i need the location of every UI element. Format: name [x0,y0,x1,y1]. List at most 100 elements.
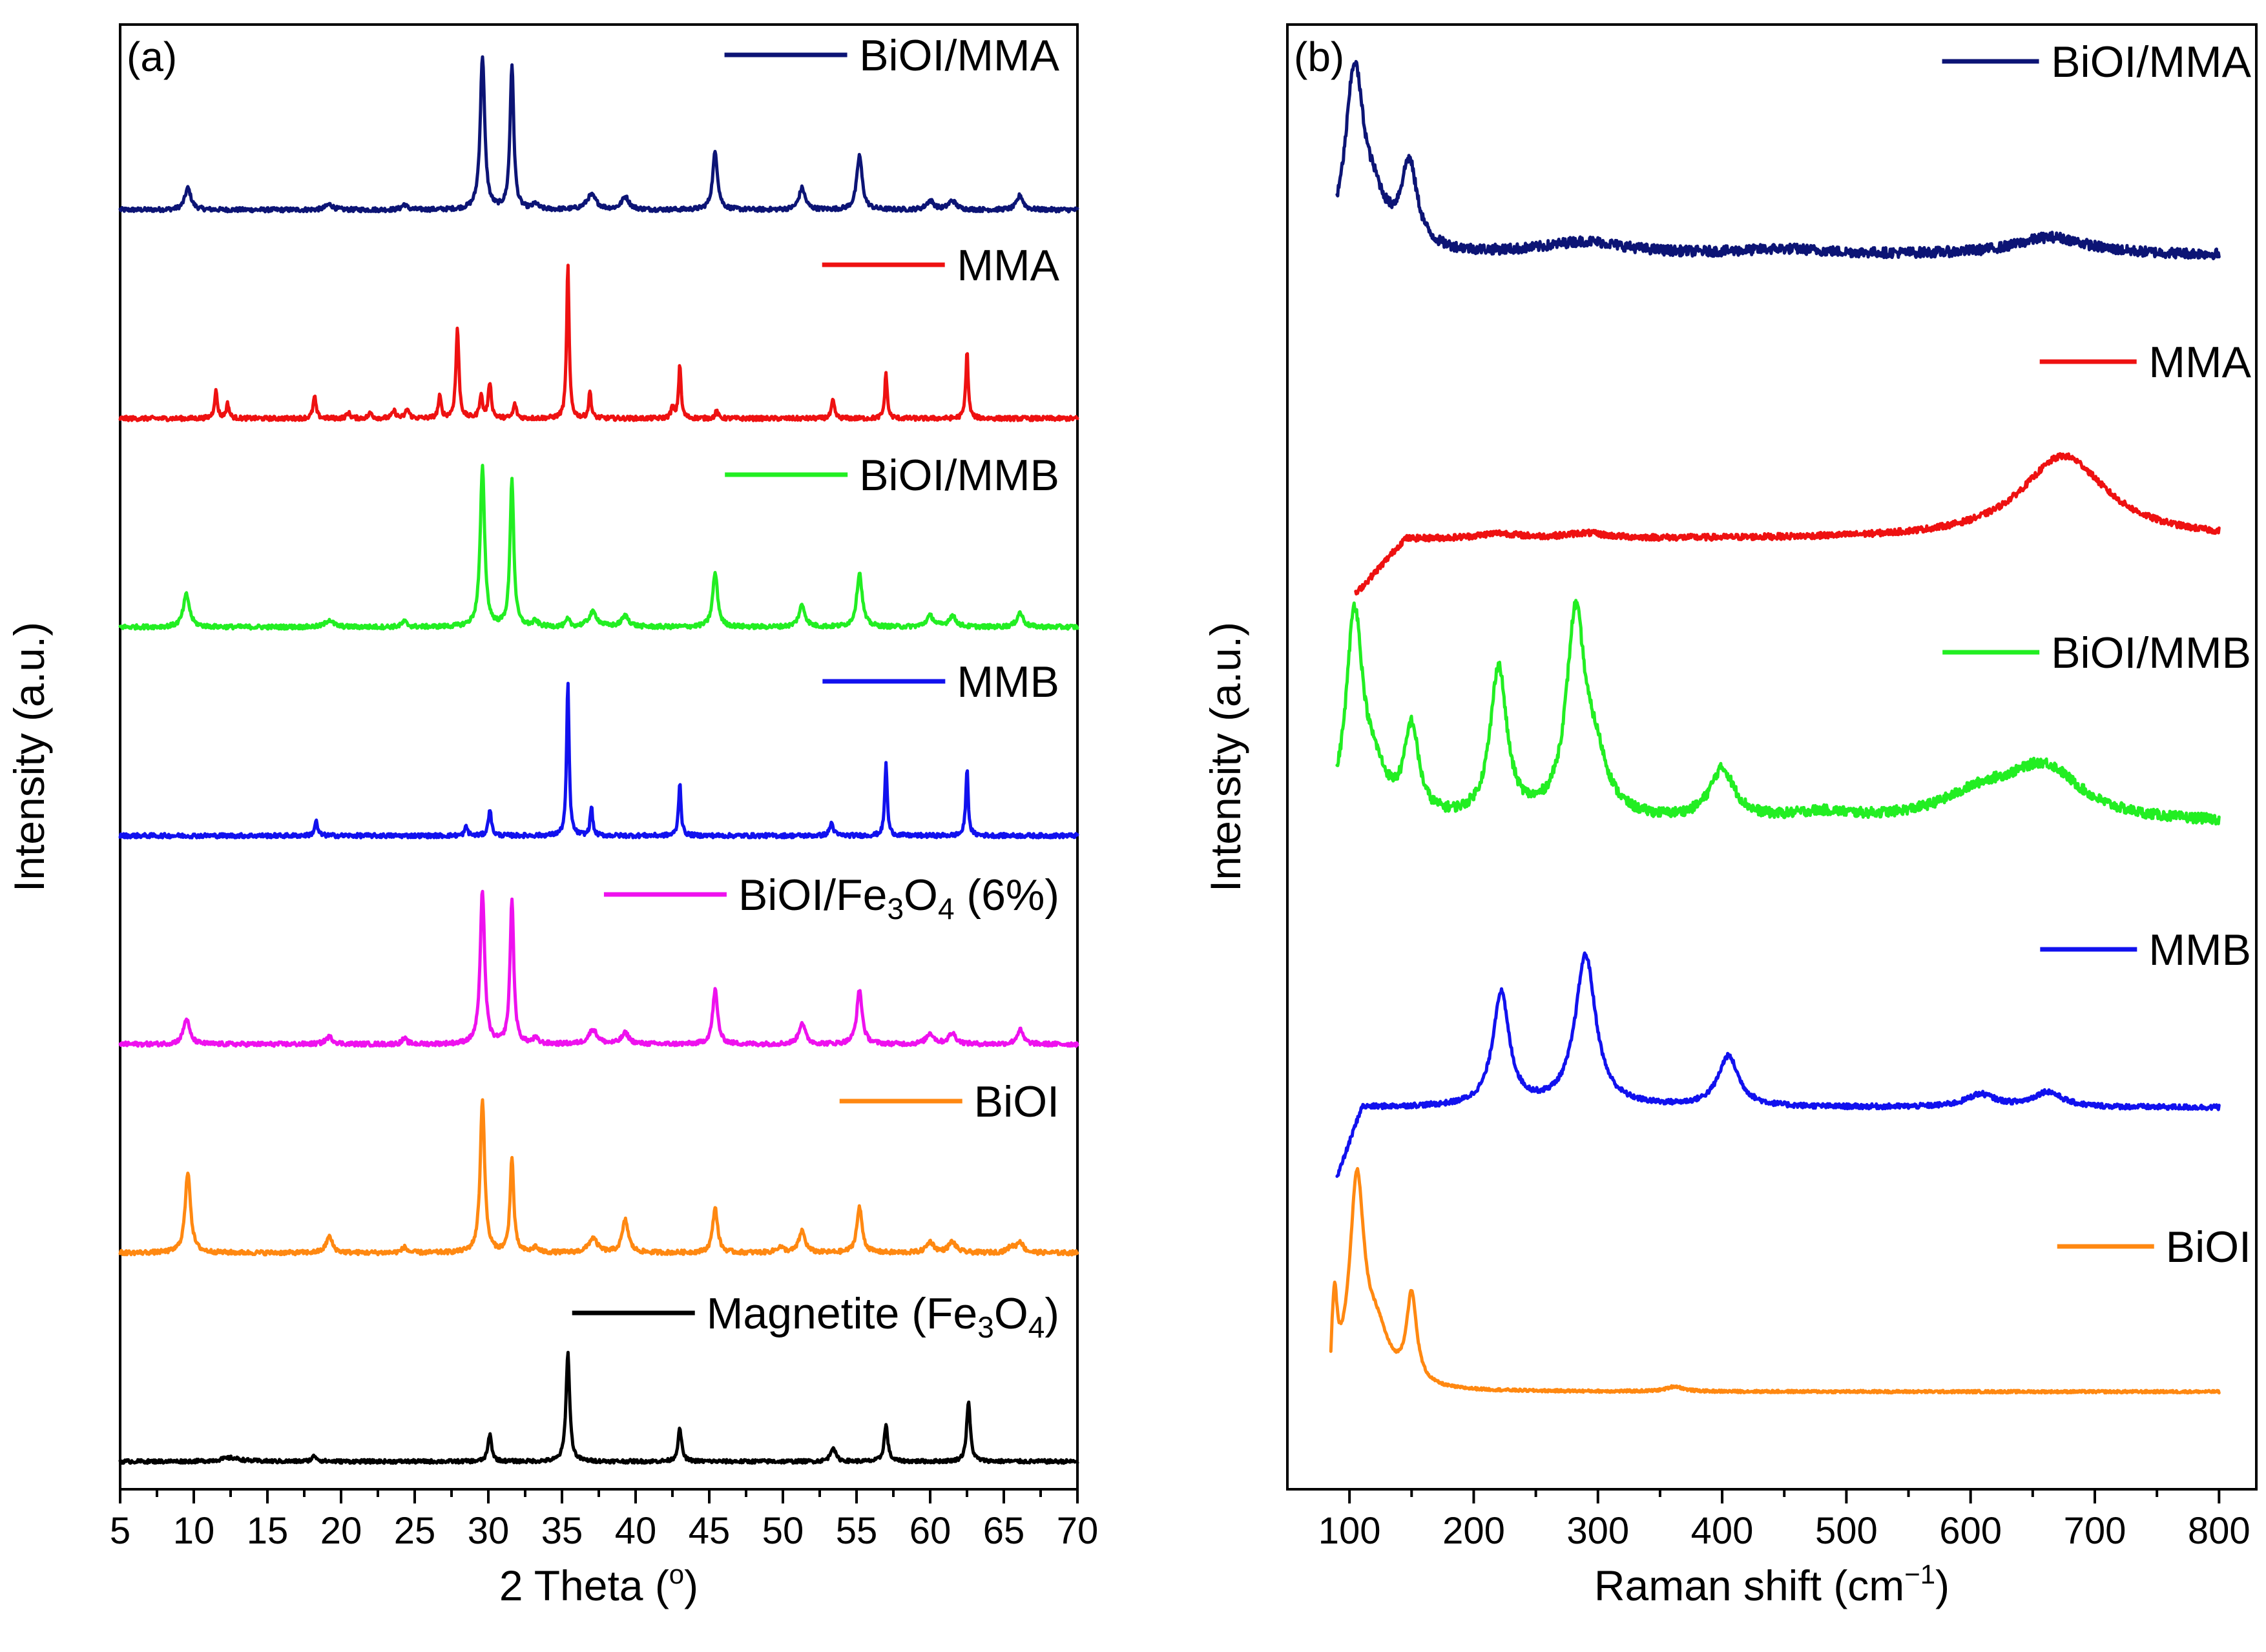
x-tick-label: 500 [1815,1510,1878,1552]
raman-panel-label: (b) [1294,34,1344,80]
legend-label: BiOI/Fe3O4 (6%) [738,871,1059,925]
x-tick-label: 700 [2064,1510,2126,1552]
legend-label: BiOI [2166,1223,2251,1272]
raman-traces [1329,59,2221,1395]
x-tick-label: 400 [1691,1510,1754,1552]
legend-label-part: Magnetite (Fe [707,1289,978,1338]
xrd-traces [118,55,1079,1465]
legend-label-part: MMB [2148,925,2251,975]
series-line [1335,59,2221,260]
series-line [118,889,1079,1048]
legend-label: BiOI [974,1077,1059,1126]
legend-label-part: BiOI/MMA [2051,37,2251,87]
legend-label-part: O [994,1289,1028,1338]
legend-entry: MMA [2039,338,2252,387]
legend-label-part: BiOI/MMB [2051,628,2251,677]
legend-label-part: 4 [938,892,955,925]
legend-label: MMA [957,241,1059,290]
raman-chart-panel: (b) 100 200 300 400 500 600 700 800 BiOI/MMA MMA… [1201,23,2258,1609]
x-tick-label: 15 [247,1510,289,1552]
legend-label-part: 4 [1028,1310,1045,1344]
raman-legend: BiOI/MMA MMA BiOI/MMB MMB BiOI [1942,37,2252,1272]
series-line [118,55,1079,214]
series-line [1335,599,2221,826]
x-tick-label: 45 [689,1510,731,1552]
x-tick-label: 55 [836,1510,878,1552]
x-tick-label: 5 [110,1510,130,1552]
series-line [118,1098,1079,1257]
xrd-x-axis-label-main: 2 Theta ( [499,1562,669,1609]
x-tick-label: 10 [173,1510,215,1552]
x-tick-label: 40 [615,1510,657,1552]
legend-entry: MMB [822,657,1059,707]
raman-x-axis-label: Raman shift (cm−1) [1594,1559,1949,1609]
xrd-y-axis-label: Intensity (a.u.) [5,622,53,892]
x-tick-label: 20 [320,1510,362,1552]
series-line [118,464,1079,631]
raman-x-axis-label-exponent: −1 [1904,1559,1935,1589]
xrd-x-axis-label-degree: o [669,1559,684,1589]
legend-label-part: MMA [957,241,1059,290]
xrd-chart-panel: (a) 5 10 15 20 25 30 35 40 45 50 55 60 65 70 BiOI/MMA… [5,23,1098,1609]
legend-label-part: 3 [977,1310,994,1344]
x-tick-label: 35 [541,1510,583,1552]
legend-entry: MMA [822,241,1060,290]
series-line [1335,951,2221,1178]
legend-label: Magnetite (Fe3O4) [707,1289,1059,1344]
legend-entry: MMB [2040,925,2251,975]
xrd-x-axis-label-close: ) [684,1562,698,1609]
legend-label: MMB [2148,925,2251,975]
x-tick-label: 50 [762,1510,804,1552]
raman-x-axis-label-close: ) [1935,1562,1949,1609]
legend-label-part: BiOI [974,1077,1059,1126]
legend-entry: BiOI/MMA [724,31,1060,80]
raman-y-axis-label: Intensity (a.u.) [1201,622,1249,892]
legend-label-part: O [904,871,938,920]
series-line [118,263,1079,422]
legend-label-part: BiOI [2166,1223,2251,1272]
legend-entry: BiOI/Fe3O4 (6%) [603,871,1059,925]
x-tick-label: 60 [910,1510,951,1552]
x-tick-label: 800 [2188,1510,2250,1552]
legend-label: BiOI/MMA [859,31,1059,80]
series-line [1354,452,2221,596]
legend-label-part: BiOI/Fe [738,871,888,920]
legend-label-part: BiOI/MMA [859,31,1059,80]
legend-entry: BiOI [2057,1223,2251,1272]
legend-label-part: 3 [887,892,904,925]
legend-entry: BiOI/MMA [1942,37,2252,87]
legend-label-part: BiOI/MMB [859,451,1059,500]
x-tick-label: 300 [1566,1510,1629,1552]
legend-label: BiOI/MMB [2051,628,2251,677]
x-tick-label: 30 [468,1510,510,1552]
legend-entry: BiOI/MMB [1942,628,2251,677]
legend-label-part: MMA [2148,338,2251,387]
x-tick-label: 200 [1442,1510,1505,1552]
raman-x-axis-label-main: Raman shift (cm [1594,1562,1904,1609]
legend-label-part: (6%) [955,871,1059,920]
legend-label: BiOI/MMA [2051,37,2251,87]
series-line [118,681,1079,840]
series-line [118,1350,1079,1465]
x-tick-label: 25 [394,1510,436,1552]
series-line [1329,1167,2221,1395]
raman-plot-frame [1286,23,2258,1491]
xrd-x-ticks: 5 10 15 20 25 30 35 40 45 50 55 60 65 70 [110,1489,1098,1552]
xrd-x-axis-label: 2 Theta (o) [499,1559,698,1609]
legend-label: MMA [2148,338,2251,387]
xrd-panel-label: (a) [127,34,177,80]
legend-entry: BiOI [839,1077,1059,1126]
legend-entry: Magnetite (Fe3O4) [572,1289,1059,1344]
legend-entry: BiOI/MMB [725,451,1059,500]
xrd-plot-frame [119,23,1079,1491]
legend-label-part: MMB [957,657,1059,707]
x-tick-label: 65 [983,1510,1025,1552]
x-tick-label: 100 [1318,1510,1381,1552]
legend-label: MMB [957,657,1059,707]
legend-label-part: ) [1045,1289,1059,1338]
raman-x-ticks: 100 200 300 400 500 600 700 800 [1318,1489,2250,1552]
x-tick-label: 70 [1057,1510,1099,1552]
x-tick-label: 600 [1939,1510,2002,1552]
